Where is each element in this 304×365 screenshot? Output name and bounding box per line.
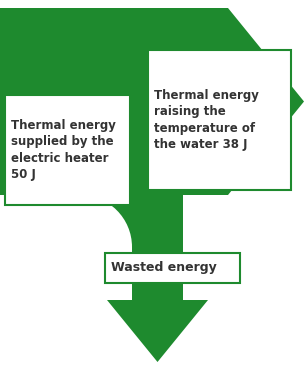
PathPatch shape: [0, 8, 304, 362]
FancyBboxPatch shape: [105, 253, 240, 283]
Text: Wasted energy: Wasted energy: [111, 261, 217, 274]
Text: Thermal energy
supplied by the
electric heater
50 J: Thermal energy supplied by the electric …: [11, 119, 116, 181]
Text: Thermal energy
raising the
temperature of
the water 38 J: Thermal energy raising the temperature o…: [154, 89, 259, 151]
FancyBboxPatch shape: [148, 50, 291, 190]
FancyBboxPatch shape: [5, 95, 130, 205]
